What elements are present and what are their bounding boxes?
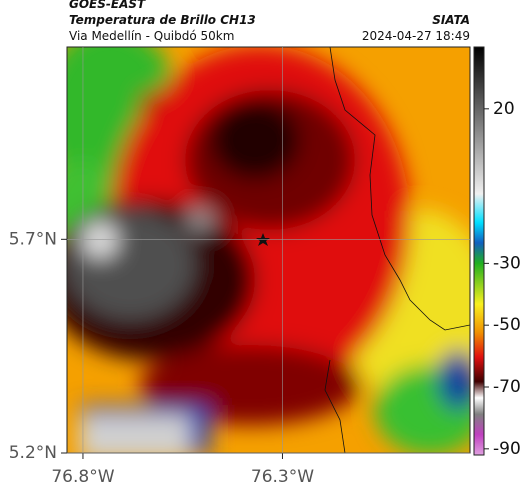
colorbar-tick-label: -90 xyxy=(493,439,521,459)
x-tick-label: 76.3°W xyxy=(251,467,314,487)
subtitle: Temperatura de Brillo CH13 xyxy=(69,13,256,27)
x-tick-label: 76.8°W xyxy=(51,467,114,487)
colorbar-tick-label: -50 xyxy=(493,315,521,335)
temperature-field xyxy=(67,47,470,453)
y-tick-label: 5.2°N xyxy=(9,443,57,463)
y-tick-label: 5.7°N xyxy=(9,229,57,249)
colorbar-tick-label: 20 xyxy=(493,99,515,119)
colorbar xyxy=(473,46,485,456)
colorbar-tick-label: -70 xyxy=(493,377,521,397)
source: SIATA xyxy=(432,13,470,27)
title: GOES-EAST xyxy=(69,0,146,11)
timestamp: 2024-04-27 18:49 xyxy=(362,29,470,43)
caption: Via Medellín - Quibdó 50km xyxy=(69,29,234,43)
colorbar-tick-label: -30 xyxy=(493,253,521,273)
